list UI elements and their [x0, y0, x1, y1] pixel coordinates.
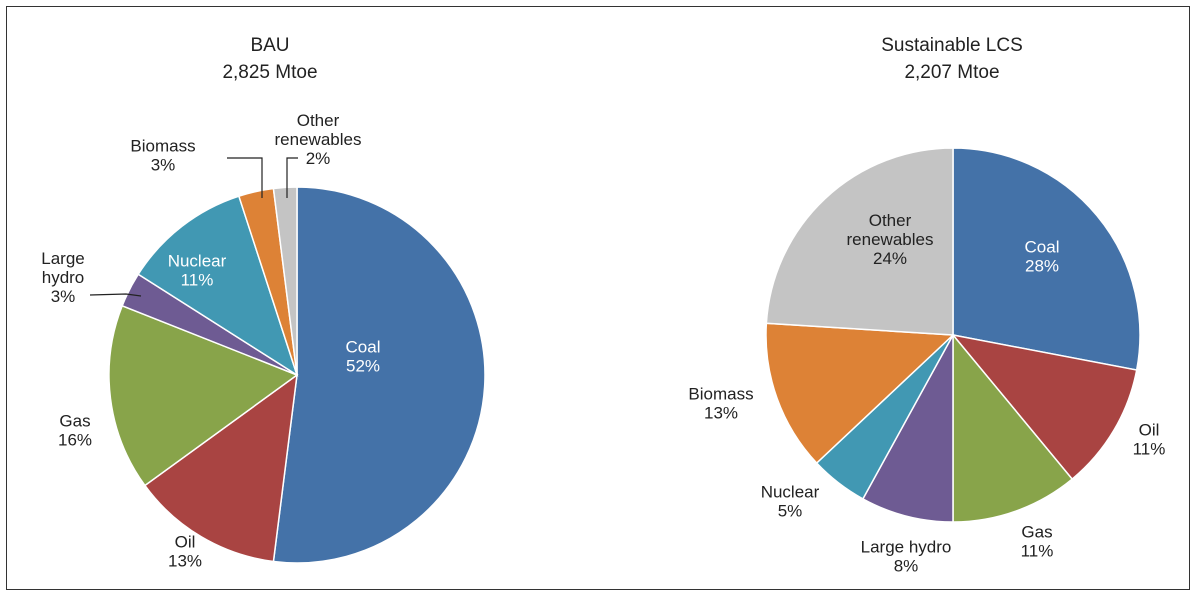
bau-chart-title: BAU — [250, 35, 289, 56]
bau-label-large-hydro: Large hydro 3% — [41, 249, 84, 306]
lcs-slice-coal — [952, 147, 1141, 371]
lcs-slice-other-renewables — [765, 147, 954, 336]
lcs-label-nuclear: Nuclear 5% — [761, 483, 820, 521]
lcs-chart-title: Sustainable LCS — [881, 35, 1023, 56]
lcs-label-coal: Coal 28% — [1025, 238, 1060, 276]
lcs-slice-biomass — [765, 322, 955, 465]
lcs-slice-oil — [951, 333, 1138, 481]
lcs-label-biomass: Biomass 13% — [688, 385, 753, 423]
bau-slice-coal — [272, 186, 486, 564]
bau-slice-gas — [108, 304, 299, 487]
lcs-slice-large-hydro — [861, 334, 954, 523]
lcs-chart-subtitle: 2,207 Mtoe — [904, 62, 999, 83]
bau-label-gas: Gas 16% — [58, 412, 92, 450]
lcs-label-large-hydro: Large hydro 8% — [861, 538, 952, 576]
bau-leader-large-hydro — [89, 293, 142, 297]
lcs-pie: Coal 28% Oil 11% Gas 11% Large hydro 8% Nuclear 5… — [688, 147, 1166, 576]
bau-label-biomass: Biomass 3% — [130, 137, 195, 175]
lcs-label-gas: Gas 11% — [1021, 523, 1054, 561]
bau-slice-other-renewables — [272, 186, 298, 376]
lcs-label-oil: Oil 11% — [1133, 421, 1166, 459]
bau-label-other-renewables: Other renewables 2% — [275, 111, 362, 168]
bau-pie: Coal 52% Oil 13% Gas 16% Large hydro 3% Nuclear 11… — [41, 111, 486, 571]
bau-chart-subtitle: 2,825 Mtoe — [222, 62, 317, 83]
bau-slice-oil — [143, 373, 298, 563]
lcs-label-other-renewables: Other renewables 24% — [847, 211, 934, 268]
bau-leader-other-renewables — [286, 157, 298, 198]
bau-label-nuclear: Nuclear 11% — [168, 252, 227, 290]
lcs-slice-gas — [952, 332, 1074, 523]
bau-leader-biomass — [227, 157, 263, 198]
bau-label-coal: Coal 52% — [346, 338, 381, 376]
bau-label-oil: Oil 13% — [168, 533, 202, 571]
bau-slice-nuclear — [137, 195, 299, 377]
